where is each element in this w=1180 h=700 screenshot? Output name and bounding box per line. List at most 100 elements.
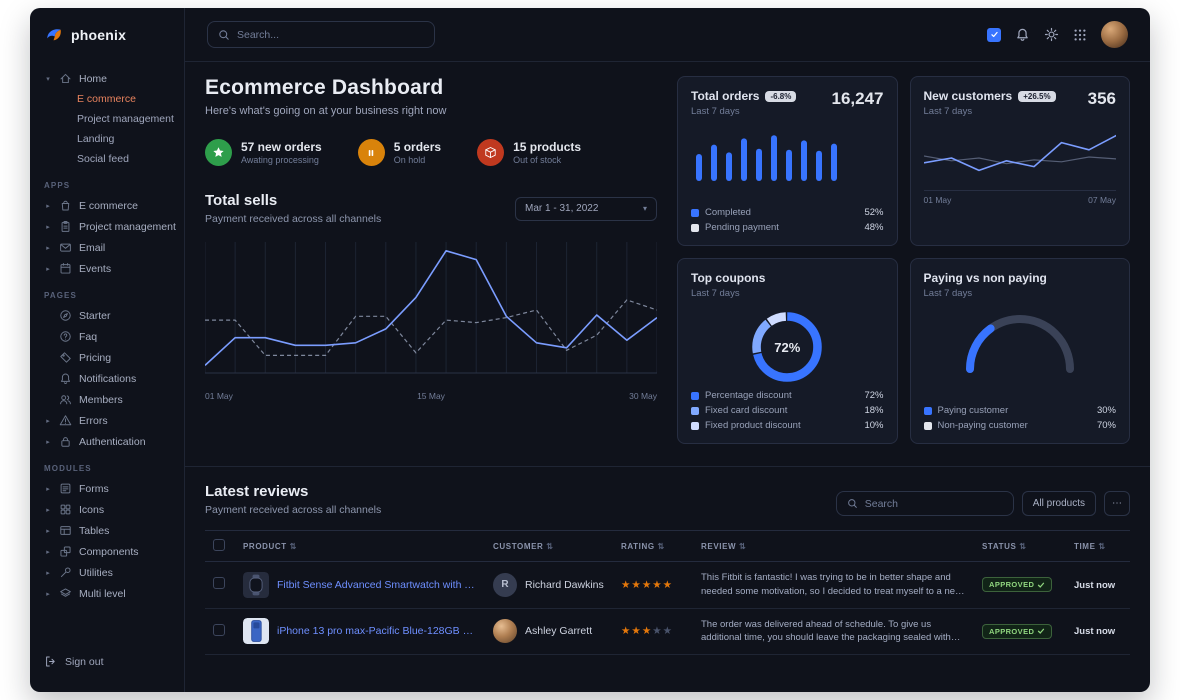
legend-item-fixed-card-discount: Fixed card discount 18% [691, 405, 884, 416]
column-header-rating[interactable]: RATING ⇅ [613, 530, 693, 562]
sidebar-item-forms[interactable]: ▸ Forms [40, 478, 174, 499]
legend-item-non-paying-customer: Non-paying customer 70% [923, 420, 1116, 431]
caret-icon: ▾ [46, 75, 50, 83]
sidebar-item-utilities[interactable]: ▸ Utilities [40, 562, 174, 583]
paying-card: Paying vs non paying Last 7 days Paying … [909, 258, 1130, 444]
column-header-time[interactable]: TIME ⇅ [1066, 530, 1130, 562]
apps-grid-icon[interactable] [1073, 28, 1087, 42]
legend-value: 72% [864, 390, 884, 401]
caret-icon: ▸ [46, 223, 50, 231]
sidebar-item-multi-level[interactable]: ▸ Multi level [40, 583, 174, 604]
review-row: Fitbit Sense Advanced Smartwatch with To… [205, 561, 1130, 609]
column-header-customer[interactable]: CUSTOMER ⇅ [485, 530, 613, 562]
legend-label: Completed [705, 207, 751, 218]
theme-checkbox-icon[interactable] [987, 27, 1001, 42]
sidebar-item-label: Faq [79, 330, 98, 343]
sidebar-item-project-management[interactable]: ▸ Project management [40, 216, 176, 237]
sidebar-item-pricing[interactable]: Pricing [40, 347, 174, 368]
signout-label: Sign out [65, 655, 104, 668]
sidebar-item-authentication[interactable]: ▸ Authentication [40, 431, 174, 452]
grid4-icon [59, 503, 72, 516]
sidebar-item-project-management[interactable]: Project management [77, 113, 174, 125]
sidebar-item-label: Forms [79, 482, 109, 495]
sidebar-item-landing[interactable]: Landing [77, 133, 115, 145]
legend-swatch [691, 391, 699, 400]
legend-label: Fixed card discount [705, 405, 788, 416]
table-icon [59, 524, 72, 537]
global-search[interactable] [207, 21, 435, 48]
donut-center-label: 72% [774, 339, 801, 355]
stat-value: 15 products [513, 140, 582, 154]
layers-icon [59, 587, 72, 600]
sidebar-item-label: Errors [79, 414, 108, 427]
sidebar-item-e-commerce[interactable]: E commerce [77, 93, 136, 105]
sidebar-item-sign-out[interactable]: Sign out [44, 655, 170, 668]
signout-icon [44, 655, 57, 668]
card-period: Last 7 days [923, 288, 973, 299]
date-range-select[interactable]: Mar 1 - 31, 2022 ▾ [515, 196, 657, 221]
card-title: Top coupons [691, 271, 766, 285]
legend-swatch [923, 406, 932, 415]
rating-stars: ★★★★★ [621, 578, 674, 591]
sidebar-item-tables[interactable]: ▸ Tables [40, 520, 174, 541]
legend-label: Percentage discount [705, 390, 792, 401]
sidebar-item-label: Multi level [79, 587, 126, 600]
sidebar-item-events[interactable]: ▸ Events [40, 258, 174, 279]
reviews-search[interactable] [835, 491, 1014, 516]
sidebar-item-label: Utilities [79, 566, 113, 579]
gear-icon[interactable] [1044, 27, 1059, 42]
stat-awating-processing: 57 new orders Awating processing [205, 139, 322, 166]
caret-icon: ▸ [46, 548, 50, 556]
orders-bar-chart [696, 135, 837, 181]
users-icon [59, 393, 72, 406]
caret-icon: ▸ [46, 417, 50, 425]
product-image-iphone [243, 618, 269, 645]
column-header-review[interactable]: REVIEW ⇅ [693, 530, 974, 562]
legend-value: 48% [864, 222, 884, 233]
select-all-checkbox[interactable] [213, 539, 225, 551]
legend-label: Pending payment [705, 222, 779, 233]
sidebar-item-home[interactable]: ▾ Home [40, 68, 174, 89]
sidebar-item-components[interactable]: ▸ Components [40, 541, 174, 562]
card-period: Last 7 days [923, 106, 973, 117]
total-sells-subtitle: Payment received across all channels [205, 213, 382, 225]
brand[interactable]: phoenix [30, 8, 184, 62]
content: Ecommerce Dashboard Here's what's going … [185, 62, 1150, 692]
legend-swatch [691, 208, 699, 217]
stat-out-of-stock: 15 products Out of stock [477, 139, 581, 166]
sidebar-item-members[interactable]: Members [40, 389, 174, 410]
row-checkbox[interactable] [213, 577, 225, 590]
column-header-product[interactable]: PRODUCT ⇅ [235, 530, 485, 562]
legend-value: 18% [864, 405, 884, 416]
total-sells-x-labels: 01 May 15 May 30 May [205, 391, 657, 401]
product-link[interactable]: iPhone 13 pro max-Pacific Blue-128GB sto… [277, 625, 477, 638]
sidebar-item-notifications[interactable]: Notifications [40, 368, 174, 389]
sort-icon: ⇅ [289, 541, 297, 551]
sidebar-item-starter[interactable]: Starter [40, 305, 174, 326]
sidebar-item-label: Home [79, 72, 108, 85]
search-input[interactable] [237, 28, 424, 41]
reviews-search-input[interactable] [864, 497, 1003, 510]
sidebar-item-errors[interactable]: ▸ Errors [40, 410, 174, 431]
page-subtitle: Here's what's going on at your business … [205, 105, 447, 117]
sidebar-item-email[interactable]: ▸ Email [40, 237, 174, 258]
sidebar-item-e-commerce[interactable]: ▸ E commerce [40, 195, 174, 216]
all-products-button[interactable]: All products [1021, 491, 1096, 516]
sidebar-item-label: Tables [79, 524, 110, 537]
sidebar-item-icons[interactable]: ▸ Icons [40, 499, 174, 520]
more-options-button[interactable]: ⋯ [1104, 491, 1130, 516]
stat-value: 57 new orders [241, 140, 322, 154]
reviews-toolbar: All products ⋯ [835, 491, 1130, 516]
status-badge: APPROVED [982, 623, 1053, 639]
customers-line-chart [923, 134, 1116, 172]
row-checkbox[interactable] [213, 623, 225, 636]
latest-reviews-section: Latest reviews Payment received across a… [185, 466, 1150, 656]
product-link[interactable]: Fitbit Sense Advanced Smartwatch with To… [277, 578, 477, 591]
bell-icon[interactable] [1015, 27, 1030, 42]
card-title: Total orders [691, 89, 760, 103]
sidebar-item-faq[interactable]: Faq [40, 326, 174, 347]
column-header-status[interactable]: STATUS ⇅ [974, 530, 1066, 562]
user-avatar[interactable] [1101, 21, 1128, 48]
caret-icon: ▸ [46, 265, 50, 273]
sidebar-item-social-feed[interactable]: Social feed [77, 153, 129, 165]
